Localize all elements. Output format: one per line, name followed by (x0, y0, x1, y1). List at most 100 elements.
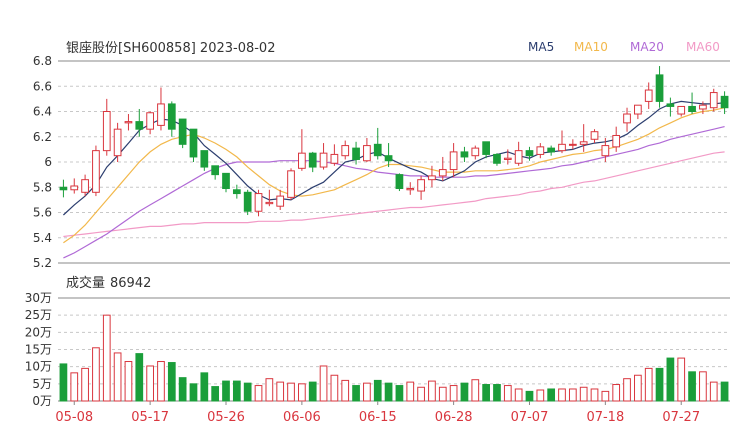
candle-body (276, 195, 285, 207)
volume-bar (287, 382, 295, 402)
candle-body (70, 185, 79, 191)
candle-body (341, 145, 350, 157)
volume-bar (634, 374, 642, 402)
candle-body (558, 143, 566, 152)
date-tick-label: 05-08 (55, 410, 93, 425)
candle (276, 189, 285, 210)
volume-bar (428, 380, 436, 402)
candle (222, 172, 230, 193)
date-tick-label: 07-27 (662, 410, 700, 425)
volume-tick-label: 20万 (25, 325, 52, 339)
volume-bar (568, 388, 577, 402)
candle (384, 143, 393, 168)
candle (243, 189, 252, 216)
candle-body (211, 165, 220, 176)
candle-body (232, 189, 241, 195)
candle-body (449, 151, 458, 171)
candle (319, 143, 328, 170)
candle-body (146, 112, 154, 130)
candle (677, 105, 686, 117)
volume-bar (222, 380, 230, 402)
volume-bar (688, 371, 696, 402)
volume-bar (298, 383, 306, 402)
candle-body (568, 143, 577, 146)
candle (341, 140, 350, 160)
volume-bar (178, 377, 187, 402)
volume-bar (417, 386, 425, 402)
volume-bar (449, 385, 458, 402)
price-tick-label: 6 (44, 155, 52, 169)
candle-body (666, 103, 675, 107)
volume-bar (438, 386, 447, 402)
volume-tick-label: 25万 (25, 308, 52, 322)
candle (363, 138, 371, 162)
candle-body (493, 153, 501, 164)
candle-body (189, 128, 198, 158)
volume-bar (558, 388, 566, 402)
date-tick-label: 05-17 (131, 410, 169, 425)
candle (81, 174, 89, 197)
candle-body (612, 134, 621, 148)
candle-body (417, 179, 425, 192)
volume-bar (341, 379, 350, 402)
candle-body (363, 145, 371, 162)
candle-body (92, 150, 100, 193)
volume-tick-label: 10万 (25, 360, 52, 374)
candle (59, 179, 68, 198)
candle-body (471, 147, 480, 157)
candle (644, 82, 653, 109)
candle-body (438, 169, 447, 177)
candle-body (243, 191, 252, 212)
candle (178, 118, 187, 149)
volume-bar (113, 352, 122, 402)
candle (525, 146, 534, 161)
volume-bar (536, 389, 545, 402)
candle-body (135, 121, 144, 130)
legend: MA5 MA10 MA20 MA60 (528, 40, 720, 54)
volume-bar (699, 371, 707, 402)
price-grid (58, 60, 730, 264)
candle-body (395, 174, 404, 190)
volume-bar (200, 372, 209, 402)
volume-grid (58, 297, 730, 402)
volume-bar (59, 363, 68, 402)
price-tick-label: 6.6 (33, 79, 52, 93)
volume-bar (102, 314, 111, 402)
volume-bar (384, 382, 393, 402)
candle-body (265, 201, 274, 205)
volume-bar (482, 384, 490, 402)
volume-bar (243, 382, 252, 402)
candle (113, 122, 122, 162)
candle (395, 173, 404, 192)
candle-body (157, 103, 165, 126)
volume-tick-label: 5万 (32, 377, 52, 391)
candle (428, 165, 436, 188)
candle-body (482, 141, 490, 155)
candle-body (319, 152, 328, 168)
volume-bar (406, 381, 415, 402)
candle-body (178, 118, 187, 145)
candle-body (579, 141, 588, 145)
candle (612, 126, 621, 152)
candle-body (503, 157, 512, 160)
candle-body (677, 105, 686, 115)
candle (232, 184, 241, 199)
volume-bar (514, 388, 523, 402)
date-tick-label: 05-26 (207, 410, 245, 425)
candle (406, 182, 415, 195)
volume-bar (70, 372, 79, 402)
volume-bar (720, 381, 729, 402)
candle (146, 111, 154, 135)
volume-bar (265, 378, 274, 402)
date-tick-label: 06-15 (359, 410, 397, 425)
volume-bar (92, 347, 100, 402)
volume-header-value: 86942 (110, 276, 151, 291)
date-tick-label: 06-28 (435, 410, 473, 425)
candle-body (308, 152, 317, 168)
volume-header: 成交量 86942 (66, 275, 151, 291)
price-tick-label: 6.2 (33, 130, 52, 144)
candle (655, 66, 664, 108)
ma10-line (63, 107, 725, 244)
candle (514, 141, 523, 166)
